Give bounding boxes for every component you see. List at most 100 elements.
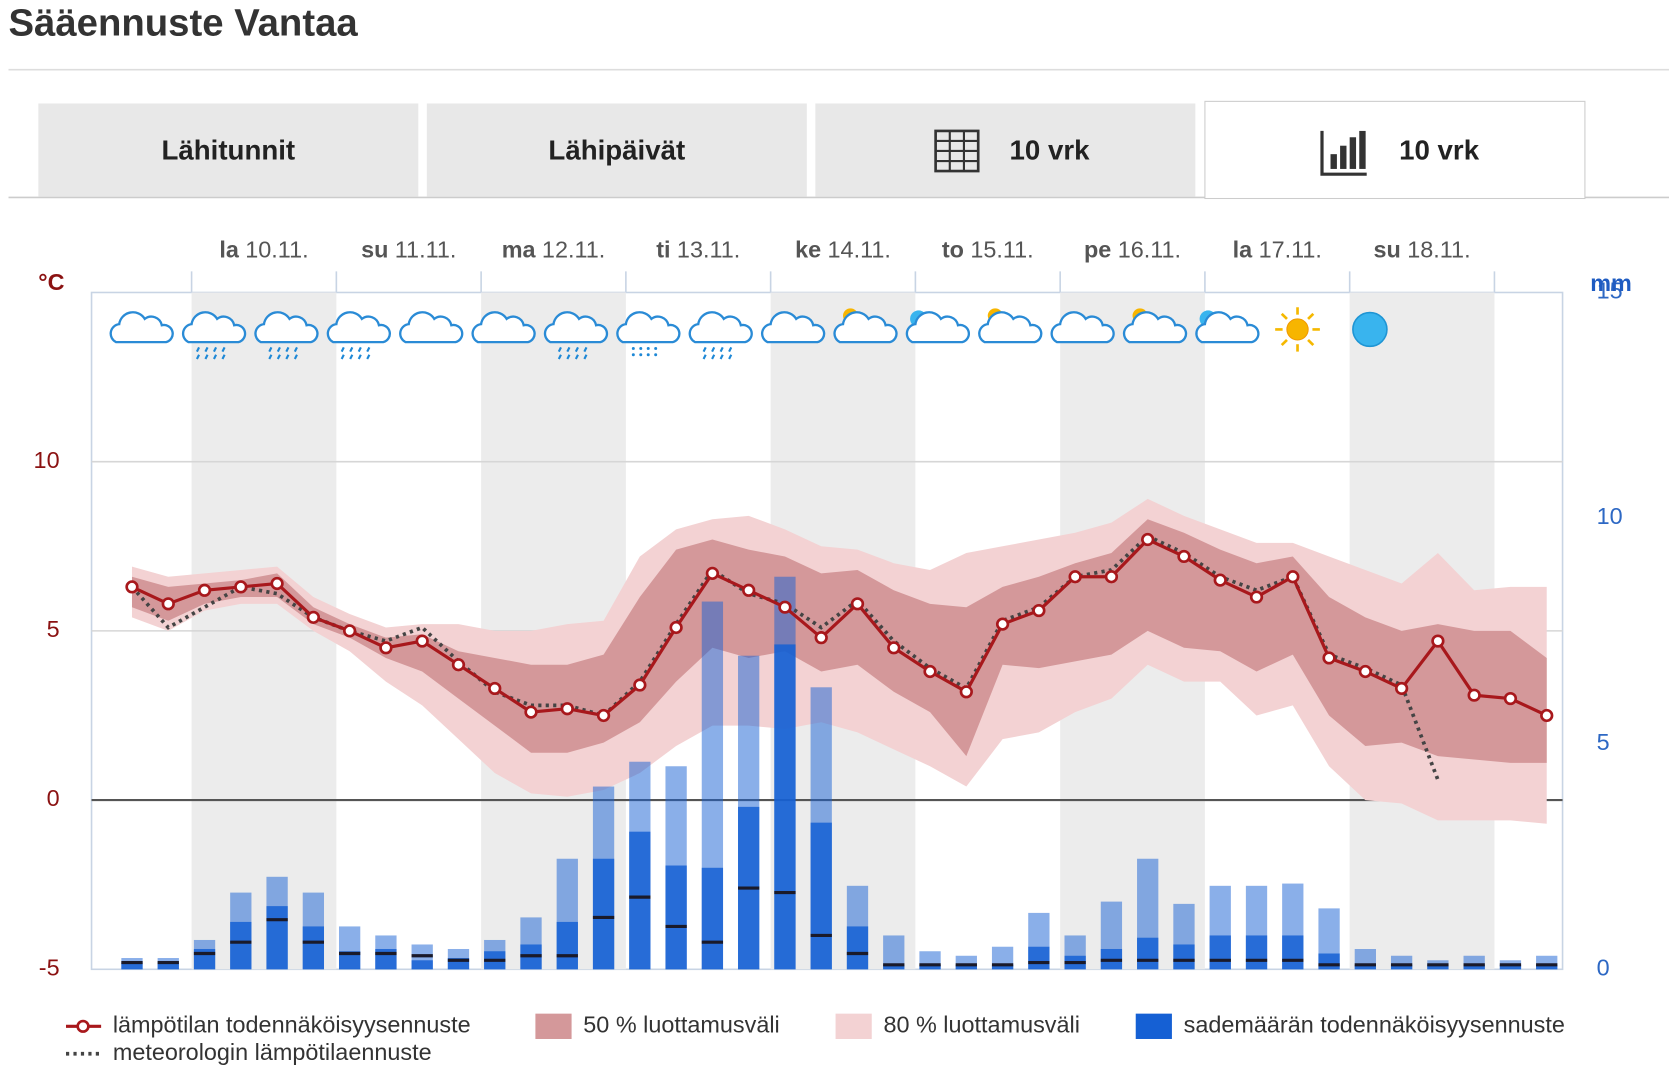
tab-icon [1359,130,1366,169]
day-weekday: la [219,237,240,263]
cloud [1050,311,1115,344]
y2-tick-label: 0 [1597,955,1610,981]
precip-bar-50 [1499,964,1522,970]
y2-tick-label: 10 [1597,503,1623,529]
day-label: to 15.11. [942,237,1034,263]
day-label: ma 12.11. [502,237,606,263]
day-label: ke 14.11. [795,237,891,263]
rain [195,346,200,353]
rain [583,354,588,360]
precip-bar-50 [665,865,687,970]
temperature-point [1177,549,1191,564]
day-date: 14.11. [828,237,891,263]
precip-bar-50 [883,964,905,970]
precip-bar-50 [266,906,288,970]
tab-icon [1330,154,1337,169]
rain [204,354,209,360]
confidence-band [131,519,1547,763]
page-title: Sääennuste Vantaa [9,2,359,45]
temperature-point [1322,651,1336,665]
moon [1352,311,1388,348]
temperature-point [959,685,973,699]
cloud [833,311,898,344]
temperature-point [1213,573,1227,587]
temperature-point [342,624,357,638]
precip-bar-50 [991,964,1014,970]
weather-icon [1195,310,1260,344]
temperature-point [270,576,284,591]
y-tick-label: -5 [39,955,60,981]
temperature-point [887,641,901,655]
weather-icon [688,311,753,360]
rain [566,354,571,360]
precip-bar-50 [592,858,615,970]
rain [566,346,571,353]
precip-bar-50 [1463,964,1485,970]
temperature-point [669,620,683,635]
precip-bar-50 [1137,937,1159,970]
temperature-point [1540,708,1554,723]
legend-label: meteorologin lämpötilaennuste [113,1039,432,1065]
tab[interactable]: 10 vrk [815,103,1196,197]
rain [221,354,226,360]
cloud [616,311,681,344]
weather-icon [471,311,536,344]
day-label: la 17.11. [1233,237,1322,263]
rain [212,354,218,360]
tab[interactable]: Lähipäivät [426,103,807,197]
precip-bar-50 [556,921,578,970]
temperature-point [1286,570,1300,584]
tab[interactable]: Lähitunnit [38,103,419,197]
precip-bar-50 [774,644,796,970]
precip-bar-50 [1282,935,1304,970]
tab-background [38,103,419,197]
sleet [639,346,643,350]
day-label: la 10.11. [219,237,308,263]
cloud [109,311,174,344]
legend-label: 80 % luottamusväli [883,1012,1079,1038]
precip-bar-50 [1390,964,1413,970]
rain [719,346,724,353]
weather-icon [1050,311,1115,344]
sun [1286,318,1309,341]
temperature-point [596,708,611,723]
sleet [646,346,650,350]
sun-ray [1307,312,1315,320]
precip-bar-50 [302,926,325,970]
temperature-point [1431,634,1445,648]
temperature-point [197,583,212,597]
sleet [654,346,658,350]
cloud [181,311,247,344]
temperature-point [524,705,538,719]
tab-label: Lähipäivät [548,134,685,165]
precip-bar-50 [919,964,941,970]
y2-tick-label: 5 [1597,729,1610,755]
weather-icon [760,311,826,344]
weather-icon [399,311,464,344]
day-weekday: to [942,237,964,263]
precip-bar-50 [846,926,869,970]
temperature-point [1503,691,1518,706]
precip-bar-50 [1173,944,1195,970]
tab[interactable]: 10 vrk [1204,100,1586,200]
rain [719,354,724,360]
tab-icon [1349,137,1357,169]
sun-ray [1280,338,1288,347]
precip-bar-50 [1209,935,1231,970]
precip-bar-50 [1028,946,1050,970]
cloud [254,311,319,344]
weather-icon [543,311,609,360]
legend-label: lämpötilan todennäköisyysennuste [113,1012,471,1038]
temperature-point [1104,570,1119,584]
legend-swatch [1135,1013,1172,1039]
temperature-point [379,641,393,655]
tab-label: 10 vrk [1010,134,1091,165]
rain [711,354,716,360]
precip-bar-50 [810,822,832,970]
temperature-point [234,580,248,594]
legend-label: sademäärän todennäköisyysennuste [1184,1012,1565,1038]
rain [702,354,707,360]
day-date: 11.11. [395,237,457,263]
weather-icon [109,311,174,344]
rain [221,346,226,353]
